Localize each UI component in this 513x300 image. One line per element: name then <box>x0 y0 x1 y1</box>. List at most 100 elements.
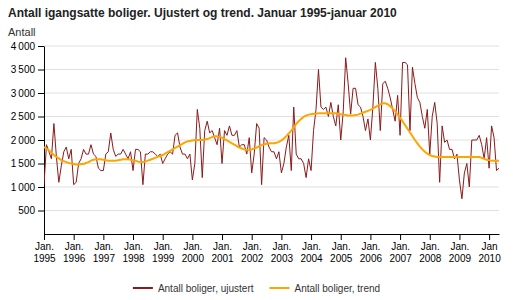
y-tick-mark <box>38 70 44 71</box>
legend-item: Antall boliger, trend <box>270 283 381 294</box>
series-line <box>44 58 499 199</box>
x-tick-mark <box>341 234 342 240</box>
x-tick-mark <box>459 234 460 240</box>
x-tick: Jan.2008 <box>419 234 442 264</box>
grid-line <box>44 93 499 94</box>
x-tick: Jan.2002 <box>241 234 264 264</box>
x-tick-label-line: 2002 <box>241 253 264 264</box>
x-tick-label-line: 2009 <box>449 253 472 264</box>
x-tick-label: Jan.2001 <box>211 241 234 264</box>
y-tick-label: 2 500 <box>11 111 36 122</box>
y-tick-mark <box>38 140 44 141</box>
x-tick-mark <box>400 234 401 240</box>
x-tick-label-line: Jan. <box>361 241 380 252</box>
x-tick-label-line: Jan <box>482 241 498 252</box>
x-tick-label-line: Jan. <box>213 241 232 252</box>
x-tick-label: Jan.1995 <box>33 241 56 264</box>
y-axis-line <box>44 47 45 235</box>
x-tick-mark <box>44 234 45 240</box>
legend-swatch <box>270 287 290 289</box>
x-tick-mark <box>192 234 193 240</box>
y-tick: 4 000 <box>11 41 44 52</box>
x-tick-label-line: 2003 <box>271 253 294 264</box>
legend: Antall boliger, ujustert Antall boliger, … <box>133 283 380 294</box>
x-tick: Jan.2004 <box>300 234 323 264</box>
x-tick-label: Jan.2007 <box>389 241 412 264</box>
x-tick: Jan.1996 <box>63 234 86 264</box>
x-axis-line <box>45 234 500 235</box>
x-tick-label: Jan.2009 <box>449 241 472 264</box>
x-tick-label: Jan.2006 <box>360 241 383 264</box>
x-tick-label: Jan.1996 <box>63 241 86 264</box>
x-tick-label: Jan.1997 <box>93 241 116 264</box>
x-tick-label-line: 2007 <box>389 253 412 264</box>
y-tick: 3 000 <box>11 88 44 99</box>
x-tick: Jan.1997 <box>93 234 116 264</box>
y-tick-mark <box>38 187 44 188</box>
x-tick-label-line: Jan. <box>302 241 321 252</box>
y-axis: 5001 0001 5002 0002 5003 0003 5004 000 <box>11 41 45 235</box>
x-tick-label-line: 2004 <box>300 253 323 264</box>
x-tick-label-line: 1999 <box>152 253 175 264</box>
y-tick: 1 000 <box>11 182 44 193</box>
x-tick-mark <box>370 234 371 240</box>
y-axis-label: Antall <box>8 26 36 38</box>
grid-line <box>44 46 499 47</box>
x-tick-label-line: 2006 <box>360 253 383 264</box>
x-tick-label-line: 2000 <box>182 253 205 264</box>
y-tick: 2 500 <box>11 111 44 122</box>
legend-label: Antall boliger, ujustert <box>158 283 254 294</box>
y-tick: 3 500 <box>11 64 44 75</box>
x-tick-label-line: Jan. <box>272 241 291 252</box>
x-axis: Jan.1995Jan.1996Jan.1997Jan.1998Jan.1999… <box>33 234 501 264</box>
y-tick-mark <box>38 117 44 118</box>
x-tick-label: Jan.2002 <box>241 241 264 264</box>
x-tick: Jan.2003 <box>271 234 294 264</box>
y-tick-label: 1 500 <box>11 158 36 169</box>
y-tick-label: 3 500 <box>11 64 36 75</box>
x-tick-label-line: 2001 <box>211 253 234 264</box>
x-tick-mark <box>281 234 282 240</box>
x-tick-mark <box>74 234 75 240</box>
x-tick-label-line: Jan. <box>124 241 143 252</box>
x-tick-label-line: Jan. <box>183 241 202 252</box>
x-tick-label: Jan.1999 <box>152 241 175 264</box>
y-tick-mark <box>38 164 44 165</box>
y-tick: 2 000 <box>11 135 44 146</box>
x-tick-label-line: 1998 <box>122 253 145 264</box>
x-tick-label-line: Jan. <box>154 241 173 252</box>
x-tick-label-line: Jan. <box>94 241 113 252</box>
x-tick-label-line: Jan. <box>35 241 54 252</box>
x-tick: Jan2010 <box>478 234 501 264</box>
x-tick-mark <box>103 234 104 240</box>
grid <box>44 46 499 211</box>
y-tick-label: 3 000 <box>11 88 36 99</box>
x-tick-label-line: Jan. <box>450 241 469 252</box>
grid-line <box>44 69 499 70</box>
x-tick-label: Jan.2003 <box>271 241 294 264</box>
x-tick-label-line: Jan. <box>391 241 410 252</box>
x-tick-mark <box>252 234 253 240</box>
grid-line <box>44 116 499 117</box>
x-tick-label-line: Jan. <box>243 241 262 252</box>
y-tick-mark <box>38 211 44 212</box>
x-tick-label-line: Jan. <box>332 241 351 252</box>
x-tick: Jan.1999 <box>152 234 175 264</box>
x-tick-label-line: 1997 <box>93 253 116 264</box>
x-tick-label: Jan.2008 <box>419 241 442 264</box>
x-tick-mark <box>222 234 223 240</box>
x-tick-label: Jan.2005 <box>330 241 353 264</box>
x-tick-mark <box>430 234 431 240</box>
x-tick-mark <box>489 234 490 240</box>
x-tick: Jan.2009 <box>449 234 472 264</box>
x-tick-label-line: Jan. <box>421 241 440 252</box>
x-tick: Jan.2000 <box>182 234 205 264</box>
y-tick-label: 2 000 <box>11 135 36 146</box>
legend-item: Antall boliger, ujustert <box>133 283 254 294</box>
legend-label: Antall boliger, trend <box>295 283 381 294</box>
x-tick: Jan.2007 <box>389 234 412 264</box>
x-tick-label-line: 1996 <box>63 253 86 264</box>
x-tick-label: Jan.2004 <box>300 241 323 264</box>
x-tick-label: Jan.2000 <box>182 241 205 264</box>
x-tick: Jan.1995 <box>33 234 56 264</box>
